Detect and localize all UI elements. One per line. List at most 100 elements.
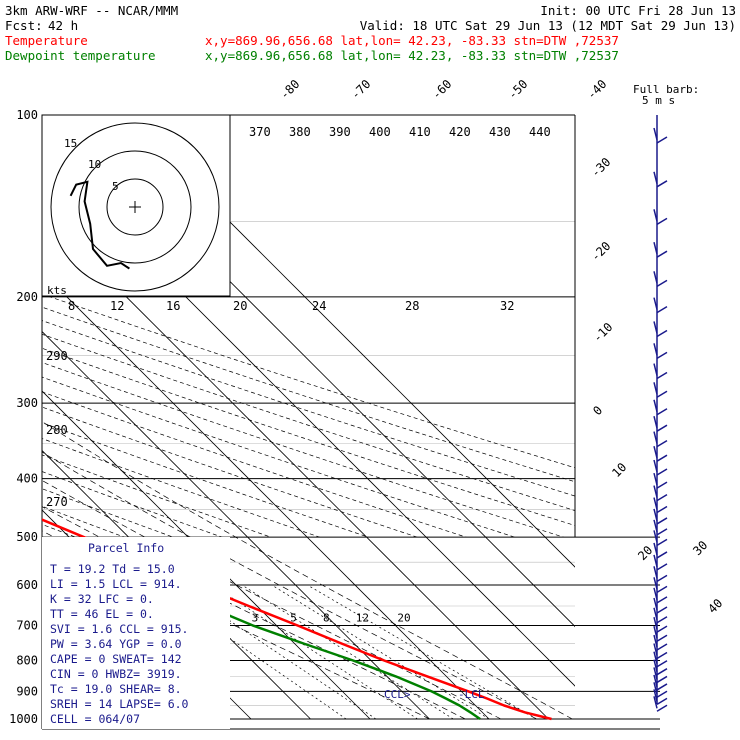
hodograph-units: kts [47, 284, 67, 297]
wind-barb-20 [653, 530, 658, 543]
wind-barb-flag-30 [656, 643, 668, 651]
wind-barb-flag-29 [656, 634, 668, 642]
parcel-row-li: LI = 1.5 LCL = 914. [50, 577, 182, 591]
wind-barb-flag-17 [656, 505, 668, 514]
wind-barb-flag-24 [656, 585, 668, 593]
mixing-ratio-label-5: 5 [290, 611, 297, 624]
temperature-tick-9: 10 [609, 460, 629, 480]
isotherm--60 [0, 115, 13, 719]
parcel-info-box: Parcel Info T = 19.2 Td = 15.0 LI = 1.5 … [42, 537, 230, 729]
pressure-label-1000: 1000 [9, 712, 38, 726]
wind-barb-32 [653, 651, 658, 664]
wind-barb-13 [653, 446, 658, 459]
wind-barb-27 [653, 607, 658, 620]
parcel-row-t: T = 19.2 Td = 15.0 [50, 562, 175, 576]
wind-barb-flag-5 [656, 305, 668, 314]
hodo-axis-label-3: 20 [233, 299, 247, 313]
wind-barb-4 [653, 271, 658, 284]
dewpoint-legend: Dewpoint temperature [5, 48, 156, 63]
parcel-row-cin: CIN = 0 HWBZ= 3919. [50, 667, 182, 681]
theta-label-390: 390 [329, 125, 351, 139]
parcel-row-tt: TT = 46 EL = 0. [50, 607, 154, 621]
parcel-row-sreh: SREH = 14 LAPSE= 6.0 [50, 697, 189, 711]
dry-adiabat-460 [42, 293, 575, 469]
isotherm-10 [42, 330, 430, 720]
wind-barb-9 [653, 382, 658, 395]
pressure-label-800: 800 [16, 653, 38, 667]
pressure-label-100: 100 [16, 108, 38, 122]
temperature-tick-0: -80 [277, 77, 302, 102]
temperature-legend: Temperature [5, 33, 88, 48]
valid-time: Valid: 18 UTC Sat 29 Jun 13 (12 MDT Sat … [360, 18, 736, 33]
wind-barb-34 [653, 667, 658, 680]
hodo-axis-label-0: 8 [68, 299, 75, 313]
wind-barb-2 [653, 209, 658, 222]
temperature-tick-11: 30 [690, 538, 710, 558]
pressure-label-900: 900 [16, 684, 38, 698]
wind-barb-flag-36 [656, 690, 668, 698]
pressure-label-200: 200 [16, 290, 38, 304]
temperature-tick-7: -10 [590, 320, 615, 345]
temperature-tick-4: -40 [584, 77, 609, 102]
wind-barb-flag-31 [656, 651, 668, 660]
wind-barb-flag-21 [656, 551, 668, 559]
wind-barb-flag-35 [656, 683, 668, 691]
parcel-info-title: Parcel Info [88, 541, 164, 555]
hodo-axis-label-6: 32 [500, 299, 514, 313]
theta-label-370: 370 [249, 125, 271, 139]
wind-barb-3 [653, 242, 658, 255]
wind-barb-flag-1 [656, 180, 668, 188]
wind-barb-17 [653, 497, 658, 510]
parcel-row-svi: SVI = 1.6 CCL = 915. [50, 622, 188, 636]
wind-barb-flag-19 [656, 528, 668, 536]
wind-barb-flag-23 [656, 574, 668, 583]
init-time: Init: 00 UTC Fri 28 Jun 13 [540, 3, 736, 18]
fcst-label: Fcst: [5, 18, 43, 33]
theta-side-label-0: 290 [46, 349, 68, 363]
hodo-axis-label-1: 12 [110, 299, 124, 313]
wind-barb-flag-34 [656, 675, 668, 684]
hodograph: 5 10 15 kts [41, 114, 231, 297]
wind-barb-30 [653, 634, 658, 648]
mixing-ratio-label-20: 20 [397, 611, 410, 624]
wind-barb-flag-10 [656, 408, 668, 416]
wind-barb-flag-12 [656, 439, 668, 448]
wind-barb-flag-7 [656, 351, 668, 359]
wind-barb-16 [653, 485, 658, 498]
theta-side-label-1: 280 [46, 423, 68, 437]
wind-barb-flag-26 [656, 606, 668, 614]
model-title: 3km ARW-WRF -- NCAR/MMM [5, 3, 178, 18]
temperature-tick-6: -20 [588, 239, 613, 264]
wind-barb-25 [653, 587, 658, 601]
wind-barb-flag-27 [656, 616, 668, 624]
mixing-ratio-20 [307, 584, 537, 720]
temperature-location: x,y=869.96,656.68 lat,lon= 42.23, -83.33… [205, 33, 619, 48]
hodograph-ring-label-5: 5 [112, 180, 119, 193]
lcl-marker: -LCL [458, 688, 485, 701]
moist-adiabat-34 [42, 421, 573, 720]
pressure-label-600: 600 [16, 578, 38, 592]
hodograph-ring-5 [106, 178, 164, 236]
wind-barb-flag-9 [656, 390, 668, 398]
wind-barb-flag-38 [656, 704, 668, 712]
wind-barb-6 [653, 321, 658, 334]
wind-barb-23 [653, 566, 658, 579]
parcel-row-pw: PW = 3.64 YGP = 0.0 [50, 637, 182, 651]
wind-barb-22 [653, 554, 658, 568]
wind-barb-flag-3 [656, 250, 668, 258]
full-barb-label: Full barb: [633, 83, 699, 96]
wind-barb-flag-14 [656, 468, 668, 476]
temperature-tick-5: -30 [588, 155, 613, 180]
parcel-row-k: K = 32 LFC = 0. [50, 592, 154, 606]
hodograph-ring-label-15: 15 [64, 137, 77, 150]
pressure-label-500: 500 [16, 530, 38, 544]
wind-barb-flag-2 [656, 217, 668, 226]
wind-barb-5 [653, 297, 658, 310]
wind-barb-flag-20 [656, 538, 668, 547]
wind-barb-flag-4 [656, 279, 668, 288]
hodo-axis-label-2: 16 [166, 299, 180, 313]
wind-barb-31 [653, 643, 658, 656]
wind-barb-flag-28 [656, 625, 668, 633]
wind-barb-flag-37 [656, 697, 668, 706]
